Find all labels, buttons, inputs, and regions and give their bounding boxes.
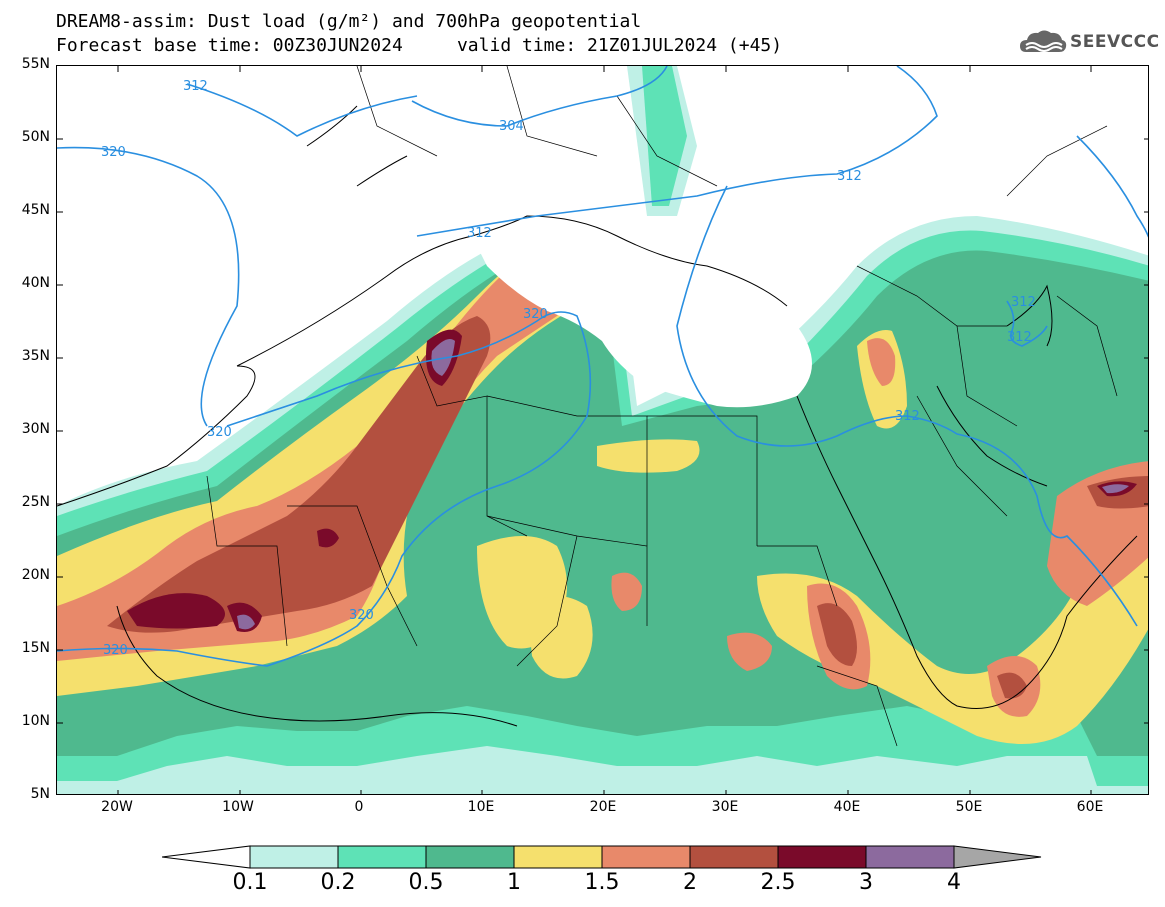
contour-label: 312: [1007, 330, 1032, 345]
colorbar-under-arrow: [162, 845, 251, 869]
colorbar-swatch: [601, 845, 691, 869]
contour-label-group: 312 304 312 320 312 312 312 320 320 312 …: [101, 79, 1036, 658]
lon-label-20w: 20W: [101, 799, 133, 815]
contour-label: 312: [183, 79, 208, 94]
map-subtitle: Forecast base time: 00Z30JUN2024 valid t…: [56, 35, 783, 56]
lon-label-30e: 30E: [711, 799, 739, 815]
lat-label-25n: 25N: [21, 494, 50, 510]
contour-label: 304: [499, 119, 524, 134]
colorbar-label: 0.5: [408, 870, 444, 895]
lon-label-50e: 50E: [955, 799, 983, 815]
contour-label: 312: [1011, 295, 1036, 310]
contour-label: 312: [467, 226, 492, 241]
map-title: DREAM8-assim: Dust load (g/m²) and 700hP…: [56, 11, 642, 32]
country-borders: [206, 66, 1118, 747]
colorbar: [162, 845, 1042, 869]
contour-label: 320: [207, 425, 232, 440]
contour-label: 320: [103, 643, 128, 658]
lon-label-40e: 40E: [833, 799, 861, 815]
colorbar-over-arrow: [953, 845, 1042, 869]
colorbar-label: 3: [859, 870, 873, 895]
colorbar-label: 4: [947, 870, 961, 895]
colorbar-swatch: [337, 845, 427, 869]
colorbar-swatch: [249, 845, 339, 869]
contour-label: 312: [837, 169, 862, 184]
colorbar-label: 0.1: [232, 870, 268, 895]
lat-label-30n: 30N: [21, 421, 50, 437]
lat-label-15n: 15N: [21, 640, 50, 656]
lat-label-5n: 5N: [30, 786, 50, 802]
colorbar-label: 2.5: [760, 870, 796, 895]
sea-areas: [57, 66, 1148, 431]
contour-312-nw: [186, 83, 418, 137]
seevccc-logo: SEEVCCC: [1018, 28, 1160, 56]
contour-320-west: [57, 146, 240, 427]
logo-text: SEEVCCC: [1070, 32, 1160, 52]
contour-304: [411, 66, 668, 127]
colorbar-swatch: [689, 845, 779, 869]
cloud-icon: [1020, 30, 1067, 52]
lon-label-0: 0: [354, 799, 364, 815]
colorbar-swatch: [513, 845, 603, 869]
axis-ticks: [57, 66, 1148, 794]
lat-label-35n: 35N: [21, 348, 50, 364]
map-canvas: 312 304 312 320 312 312 312 320 320 312 …: [57, 66, 1148, 794]
colorbar-label: 1: [507, 870, 521, 895]
lon-label-10w: 10W: [222, 799, 254, 815]
coastlines: [57, 105, 1138, 727]
contour-label: 320: [349, 608, 374, 623]
geopotential-contours: [57, 66, 1148, 667]
contour-label: 312: [895, 409, 920, 424]
lat-label-50n: 50N: [21, 129, 50, 145]
colorbar-label: 0.2: [320, 870, 356, 895]
lat-label-40n: 40N: [21, 275, 50, 291]
contour-label: 320: [101, 145, 126, 160]
lat-label-45n: 45N: [21, 202, 50, 218]
lat-label-20n: 20N: [21, 567, 50, 583]
lat-label-10n: 10N: [21, 713, 50, 729]
colorbar-label: 2: [683, 870, 697, 895]
contour-312-east: [676, 185, 1138, 627]
colorbar-swatch: [865, 845, 955, 869]
colorbar-swatch: [425, 845, 515, 869]
contour-312-ne: [1076, 135, 1148, 238]
lon-label-60e: 60E: [1076, 799, 1104, 815]
contour-312-north: [416, 66, 938, 237]
lon-label-20e: 20E: [589, 799, 617, 815]
dust-load-map: 312 304 312 320 312 312 312 320 320 312 …: [56, 65, 1149, 795]
lon-label-10e: 10E: [467, 799, 495, 815]
lat-label-55n: 55N: [21, 56, 50, 72]
contour-320-south: [57, 311, 592, 667]
contour-label: 320: [523, 307, 548, 322]
colorbar-swatch: [777, 845, 867, 869]
contour-312-caspian: [1006, 300, 1048, 347]
colorbar-label: 1.5: [584, 870, 620, 895]
